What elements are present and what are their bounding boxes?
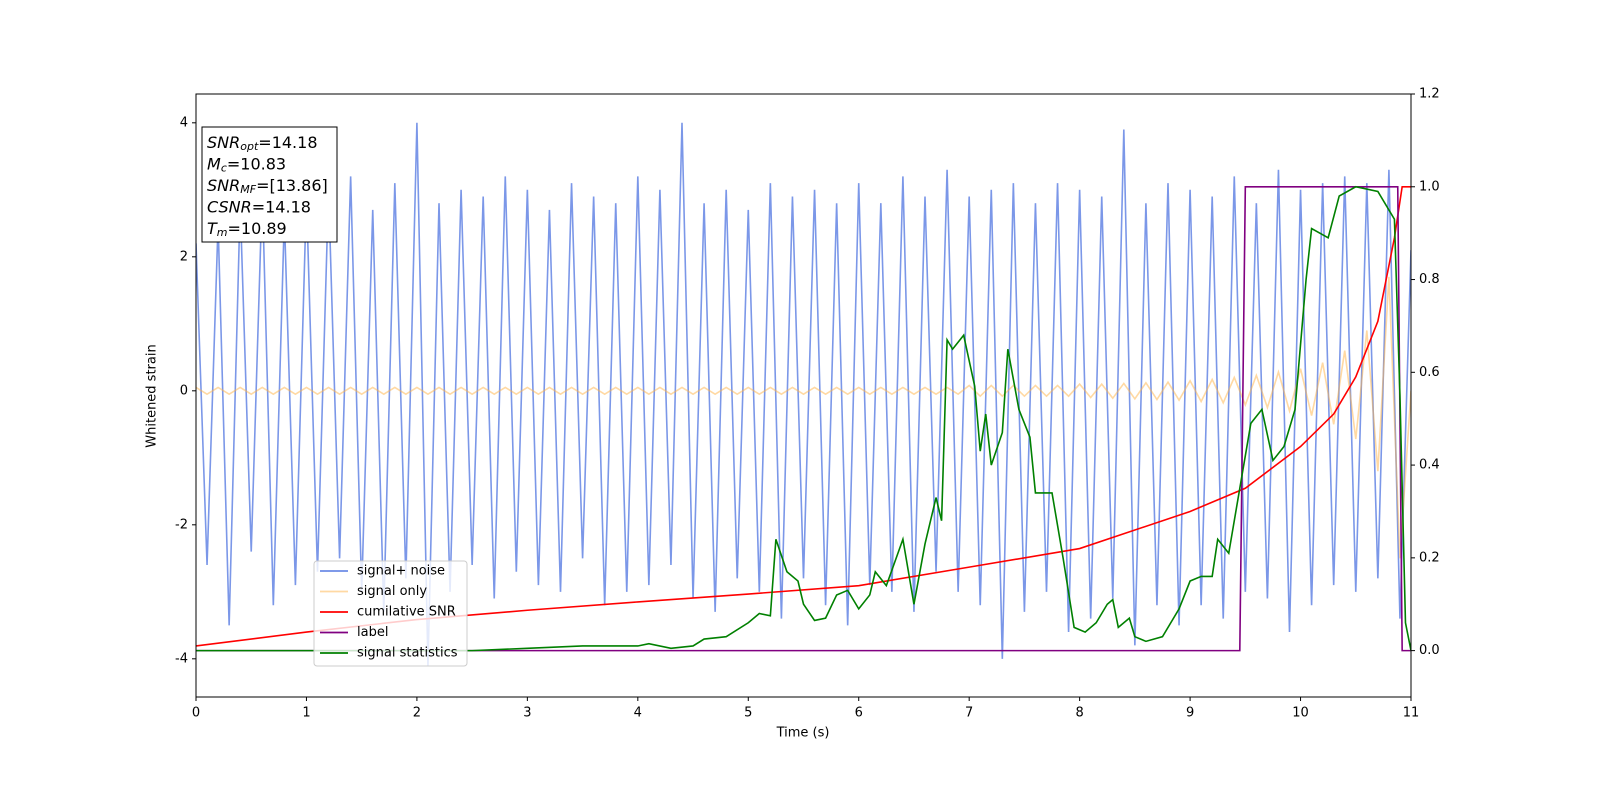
y-tick-label: 0	[180, 383, 188, 398]
annotation-box: SNRopt=14.18Mc=10.83SNRMF=[13.86]CSNR=14…	[201, 126, 338, 243]
annotation-sub: m	[217, 226, 228, 239]
legend-label: cumilative SNR	[357, 605, 456, 620]
x-tick-label: 0	[192, 706, 200, 721]
series-line	[196, 185, 1411, 647]
annotation-sub: MF	[240, 183, 256, 196]
annotation-value: =10.83	[227, 154, 286, 173]
annotation-var: M	[207, 154, 221, 173]
annotation-var: SNR	[207, 176, 240, 195]
series-line	[196, 185, 1411, 652]
x-tick-label: 7	[965, 706, 973, 721]
annotation-var: T	[207, 219, 218, 238]
x-tick-label: 10	[1292, 706, 1309, 721]
annotation-frame	[201, 126, 338, 243]
annotation-value: =10.89	[228, 219, 287, 238]
x-tick-label: 2	[413, 706, 421, 721]
y2-tick-label: 0.4	[1419, 458, 1440, 473]
x-tick-label: 1	[302, 706, 310, 721]
y-tick-label: 2	[180, 249, 188, 264]
annotation-line: Mc=10.83	[207, 154, 286, 175]
series-line	[196, 276, 1411, 559]
y2-tick-label: 0.2	[1419, 550, 1440, 565]
annotation-line: Tm=10.89	[207, 219, 287, 240]
y-axis-label: Whitened strain	[145, 344, 160, 447]
legend-label: signal+ noise	[357, 564, 445, 579]
y2-tick-label: 0.8	[1419, 272, 1440, 287]
legend-label: label	[357, 625, 388, 640]
x-tick-label: 5	[744, 706, 752, 721]
annotation-line: SNRMF=[13.86]	[207, 176, 328, 197]
annotation-value: =14.18	[252, 197, 311, 216]
y-tick-label: -2	[175, 517, 188, 532]
series-line	[196, 185, 1411, 652]
annotation-line: SNRopt=14.18	[207, 133, 318, 154]
y-tick-label: -4	[175, 651, 188, 666]
y2-tick-label: 1.0	[1419, 179, 1440, 194]
y2-tick-label: 0.6	[1419, 365, 1440, 380]
y2-tick-label: 1.2	[1419, 87, 1440, 102]
x-tick-label: 8	[1075, 706, 1083, 721]
x-tick-label: 11	[1403, 706, 1420, 721]
x-tick-label: 4	[634, 706, 642, 721]
y2-tick-label: 0.0	[1419, 643, 1440, 658]
x-tick-label: 9	[1186, 706, 1194, 721]
annotation-line: CSNR=14.18	[207, 197, 311, 216]
annotation-value: =[13.86]	[256, 176, 328, 195]
y-tick-label: 4	[180, 115, 188, 130]
annotation-var: SNR	[207, 133, 240, 152]
annotation-sub: opt	[240, 140, 259, 153]
legend-label: signal statistics	[357, 646, 458, 661]
x-axis-label: Time (s)	[776, 726, 830, 741]
annotation-var: CSNR	[207, 197, 252, 216]
x-tick-label: 3	[523, 706, 531, 721]
annotation-sub: c	[221, 162, 227, 175]
legend-frame	[313, 560, 468, 667]
annotation-value: =14.18	[258, 133, 317, 152]
x-tick-label: 6	[855, 706, 863, 721]
plot-frame	[195, 93, 1412, 698]
legend-label: signal only	[357, 584, 427, 599]
series-line	[196, 122, 1411, 666]
legend: signal+ noise signal only cumilative SNR la…	[313, 560, 468, 667]
